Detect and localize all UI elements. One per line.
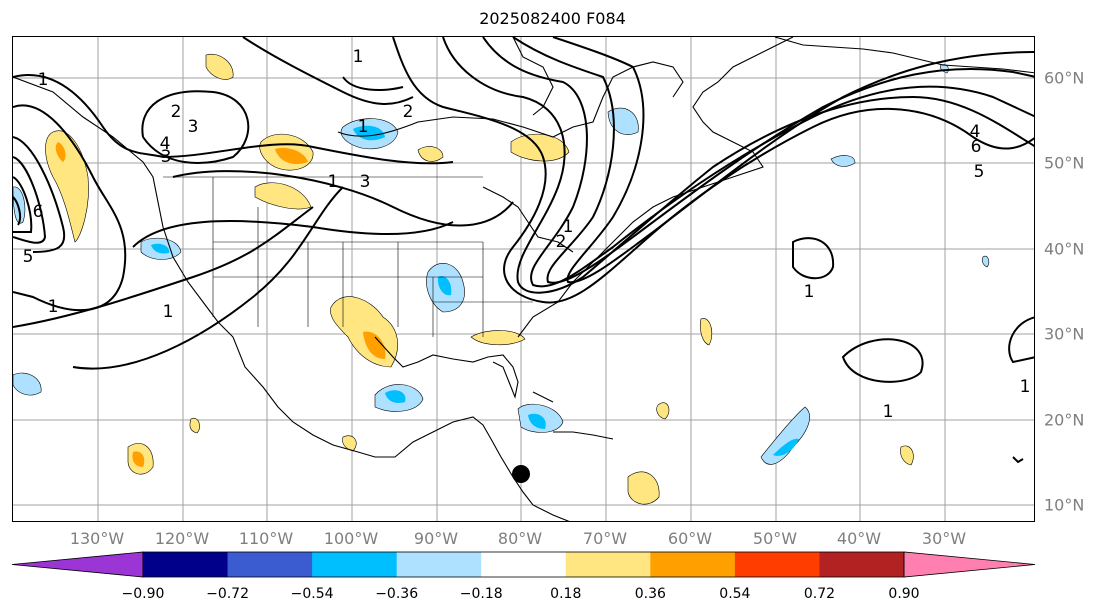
- negative-anomaly-patch: [607, 107, 639, 135]
- contour-lines: [13, 37, 1034, 383]
- positive-anomaly-patch: [417, 146, 444, 162]
- contour-label: 1: [48, 297, 59, 317]
- contour-label: 1: [353, 47, 364, 67]
- lon-label-130w: 130°W: [69, 529, 125, 548]
- contour-label: 1: [358, 117, 369, 137]
- lon-label-40w: 40°W: [836, 529, 882, 548]
- lon-label-120w: 120°W: [154, 529, 210, 548]
- positive-anomaly-patch: [254, 182, 312, 210]
- contour-label: 1: [563, 217, 574, 237]
- colorbar-segment: [396, 552, 482, 577]
- colorbar-tick-label: −0.36: [375, 586, 419, 602]
- colorbar-frame: [142, 551, 905, 578]
- positive-anomaly-patch: [510, 133, 570, 162]
- colorbar-segment: [227, 552, 313, 577]
- lon-label-30w: 30°W: [921, 529, 967, 548]
- colorbar-segment: [650, 552, 736, 577]
- colorbar-tick-label: −0.18: [459, 586, 503, 602]
- colorbar-segment: [312, 552, 398, 577]
- lon-label-90w: 90°W: [413, 529, 459, 548]
- map-title: 2025082400 F084: [479, 9, 626, 28]
- positive-anomaly-patch: [45, 130, 89, 243]
- state-borders: [163, 176, 533, 337]
- lat-label-50n: 50°N: [1044, 153, 1085, 173]
- contour-label: 1: [328, 172, 339, 192]
- contour-label: 2: [556, 232, 567, 252]
- negative-anomaly-patch: [760, 406, 810, 465]
- lon-label-60w: 60°W: [667, 529, 713, 548]
- contour-label: 1: [163, 302, 174, 322]
- lon-label-50w: 50°W: [752, 529, 798, 548]
- colorbar-tick-label: −0.90: [121, 586, 165, 602]
- lat-label-20n: 20°N: [1044, 410, 1085, 430]
- contour-label: 2: [403, 102, 414, 122]
- contour-label: 5: [974, 162, 985, 182]
- storm-center-marker: [512, 465, 530, 483]
- lat-label-60n: 60°N: [1044, 68, 1085, 88]
- lon-label-70w: 70°W: [582, 529, 628, 548]
- lon-label-110w: 110°W: [238, 529, 294, 548]
- contour-label: 5: [23, 247, 34, 267]
- lat-label-30n: 30°N: [1044, 324, 1085, 344]
- colorbar-tick-label: 0.54: [719, 586, 751, 602]
- colorbar-segment: [734, 552, 820, 577]
- colorbar-over-arrow: [903, 551, 1036, 578]
- positive-anomaly-patch: [189, 417, 200, 434]
- contour-label: 3: [360, 172, 371, 192]
- positive-anomaly-patch: [470, 330, 526, 346]
- colorbar-tick-label: 0.90: [888, 586, 920, 602]
- colorbar-tick-label: 0.36: [634, 586, 666, 602]
- contour-label: 3: [161, 147, 172, 167]
- contour-label: 1: [883, 402, 894, 422]
- positive-anomaly-patch: [656, 402, 670, 420]
- contour-label: 6: [971, 137, 982, 157]
- contour-label: 1: [804, 282, 815, 302]
- colorbar-under-arrow: [11, 551, 144, 578]
- colorbar-tick-label: 0.72: [803, 586, 836, 602]
- contour-label: 1: [38, 70, 49, 90]
- negative-anomaly-patch: [13, 372, 42, 396]
- lon-label-80w: 80°W: [497, 529, 543, 548]
- shaded-anomaly-fields: [13, 53, 990, 505]
- positive-anomaly-patch: [205, 53, 234, 80]
- positive-anomaly-patch: [627, 471, 660, 505]
- lat-label-40n: 40°N: [1044, 239, 1085, 259]
- contour-label: 6: [33, 202, 44, 222]
- contour-label: 4: [970, 122, 981, 142]
- positive-anomaly-patch: [699, 318, 713, 346]
- coastlines-and-borders: [13, 37, 1034, 521]
- colorbar-segment: [143, 552, 229, 577]
- colorbar: [11, 551, 1036, 578]
- positive-anomaly-patch: [900, 445, 914, 466]
- contour-label: 4: [160, 134, 171, 154]
- negative-anomaly-patch: [981, 255, 990, 268]
- negative-anomaly-patch: [939, 64, 949, 74]
- colorbar-tick-label: −0.72: [206, 586, 249, 602]
- colorbar-segment: [565, 552, 651, 577]
- negative-anomaly-patch: [830, 155, 856, 167]
- lon-label-100w: 100°W: [323, 529, 379, 548]
- colorbar-tick-label: −0.54: [290, 586, 334, 602]
- contour-label: 2: [171, 102, 182, 122]
- colorbar-tick-label: 0.18: [550, 586, 582, 602]
- lat-label-10n: 10°N: [1044, 495, 1085, 515]
- contour-label: 3: [188, 117, 199, 137]
- contour-label: 1: [1020, 377, 1031, 397]
- colorbar-segment: [481, 552, 567, 577]
- colorbar-segment: [819, 552, 905, 577]
- negative-anomaly-patch: [13, 186, 26, 224]
